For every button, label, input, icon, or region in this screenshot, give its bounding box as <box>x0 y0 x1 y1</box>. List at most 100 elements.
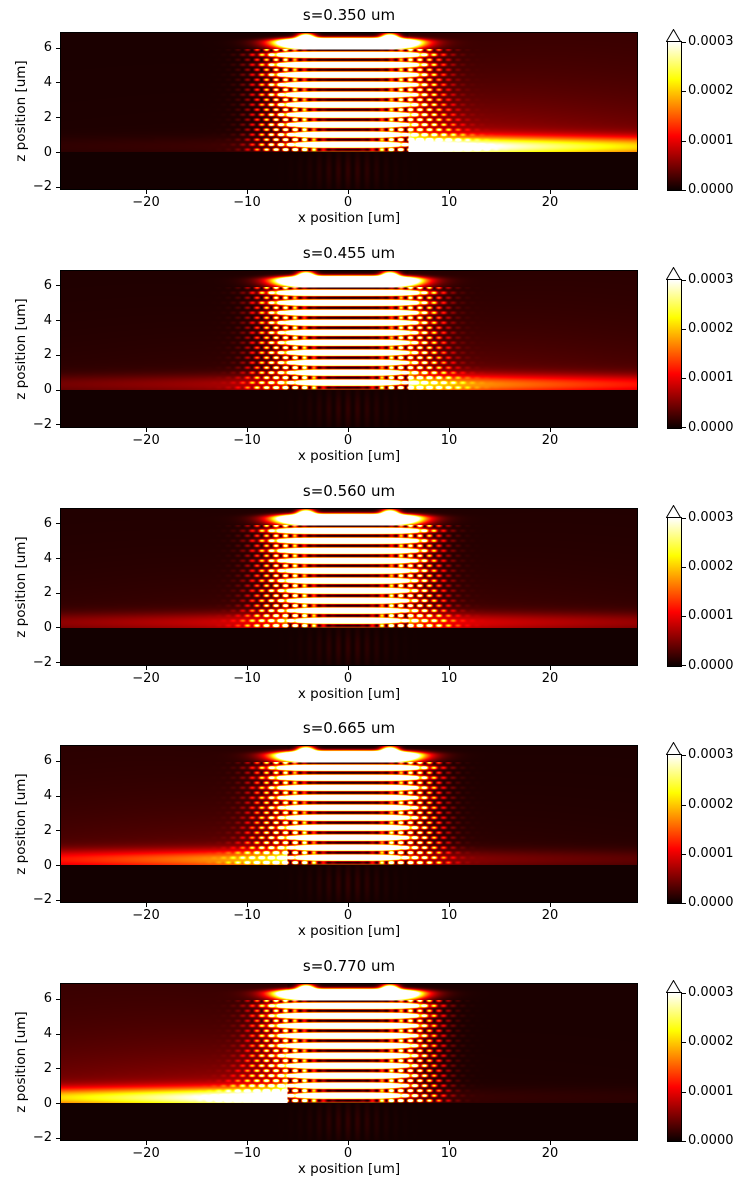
y-tick-label: 6 <box>43 40 52 55</box>
y-tick-label: 6 <box>43 991 52 1007</box>
subplot-panel: s=0.665 um z position [um] 6 4 2 0 −2 −2… <box>0 713 747 951</box>
plot-title: s=0.770 um <box>302 957 396 976</box>
colorbar-tick-label: 0.0000 <box>688 1133 734 1149</box>
y-tick-mark <box>56 151 60 153</box>
x-tick-mark <box>449 427 450 432</box>
colorbar-tick-mark <box>682 378 686 380</box>
x-tick-label: −20 <box>132 908 160 924</box>
x-tick-label: −20 <box>132 432 160 448</box>
colorbar-tick-mark <box>682 1042 686 1044</box>
y-tick-label: 4 <box>43 75 52 90</box>
colorbar-tick-mark <box>682 804 686 806</box>
x-tick-mark <box>449 665 450 670</box>
y-tick-mark <box>56 1137 60 1139</box>
x-axis-label: x position [um] <box>297 210 401 226</box>
x-tick-mark <box>550 427 551 432</box>
x-axis-label: x position [um] <box>297 447 401 464</box>
x-tick-label: 0 <box>343 670 353 686</box>
y-tick-mark <box>56 354 60 356</box>
x-tick-label: 0 <box>343 908 353 924</box>
y-tick-mark <box>56 1102 60 1104</box>
x-tick-mark <box>348 903 349 908</box>
colorbar-canvas <box>667 754 682 905</box>
y-tick-mark <box>56 1033 60 1035</box>
y-tick-label: 6 <box>43 515 52 531</box>
x-tick-mark <box>146 427 147 432</box>
y-tick-mark <box>56 865 60 867</box>
colorbar-tick-mark <box>682 279 686 281</box>
colorbar-tick-mark <box>682 665 686 667</box>
colorbar-tick-label: 0.0002 <box>688 321 734 337</box>
x-axis-label: x position [um] <box>297 1161 401 1178</box>
colorbar-tick-label: 0.0001 <box>688 132 734 148</box>
y-tick-label: 2 <box>43 585 52 601</box>
colorbar-tick-mark <box>682 91 686 93</box>
x-tick-label: −10 <box>233 1146 261 1162</box>
y-tick-label: 4 <box>43 788 52 804</box>
y-tick-label: −2 <box>32 179 52 194</box>
x-tick-label: −20 <box>132 670 160 686</box>
x-tick-label: 20 <box>541 195 559 210</box>
colorbar-tick-mark <box>682 902 686 904</box>
y-tick-mark <box>56 389 60 391</box>
colorbar-tick-label: 0.0002 <box>688 558 734 574</box>
x-tick-mark <box>550 665 551 670</box>
subplot-panel: s=0.350 um z position [um] 6 4 2 0 −2 −2… <box>0 0 747 238</box>
colorbar-tick-label: 0.0003 <box>688 271 734 287</box>
colorbar-tick-label: 0.0002 <box>688 1034 734 1050</box>
y-tick-label: 0 <box>43 620 52 636</box>
y-tick-mark <box>56 998 60 1000</box>
colorbar-tick-label: 0.0000 <box>688 182 734 197</box>
x-tick-mark <box>146 1141 147 1146</box>
x-tick-mark <box>449 1141 450 1146</box>
y-tick-label: 2 <box>43 347 52 363</box>
x-tick-label: 10 <box>440 195 458 210</box>
x-axis-label: x position [um] <box>297 685 401 702</box>
y-tick-label: 2 <box>43 109 52 125</box>
x-tick-mark <box>247 427 248 432</box>
x-tick-label: 0 <box>343 432 353 448</box>
x-tick-mark <box>247 903 248 908</box>
y-tick-label: 4 <box>43 1026 52 1042</box>
colorbar-tick-mark <box>682 616 686 618</box>
plot-title: s=0.455 um <box>302 243 396 262</box>
x-tick-label: −20 <box>132 1146 160 1162</box>
heatmap-canvas <box>60 269 638 428</box>
x-tick-mark <box>550 903 551 908</box>
x-tick-mark <box>146 665 147 670</box>
x-tick-label: 10 <box>440 908 458 924</box>
x-tick-mark <box>449 190 450 194</box>
x-tick-mark <box>146 190 147 194</box>
colorbar-tick-mark <box>682 140 686 142</box>
x-tick-label: −10 <box>233 908 261 924</box>
colorbar-tick-mark <box>682 853 686 855</box>
x-tick-mark <box>449 903 450 908</box>
y-tick-label: 6 <box>43 753 52 769</box>
colorbar-tick-mark <box>682 993 686 995</box>
x-tick-label: 10 <box>440 670 458 686</box>
y-tick-mark <box>56 592 60 594</box>
colorbar-tick-mark <box>682 189 686 191</box>
y-tick-mark <box>56 47 60 49</box>
colorbar-tick-label: 0.0001 <box>688 1083 734 1099</box>
x-tick-label: −20 <box>132 195 160 210</box>
y-tick-mark <box>56 627 60 629</box>
colorbar-canvas <box>667 516 682 667</box>
colorbar-tick-mark <box>682 427 686 429</box>
y-tick-mark <box>56 760 60 762</box>
x-tick-label: 20 <box>541 670 559 686</box>
colorbar-tick-label: 0.0000 <box>688 657 734 673</box>
y-tick-mark <box>56 557 60 559</box>
heatmap-canvas <box>60 32 638 190</box>
plot-title: s=0.560 um <box>302 481 396 500</box>
x-tick-mark <box>247 1141 248 1146</box>
colorbar-canvas <box>667 992 682 1143</box>
colorbar-tick-label: 0.0003 <box>688 985 734 1001</box>
x-tick-mark <box>348 190 349 194</box>
x-tick-label: −10 <box>233 195 261 210</box>
plot-title: s=0.350 um <box>302 6 396 24</box>
y-tick-mark <box>56 1068 60 1070</box>
colorbar-tick-label: 0.0000 <box>688 895 734 911</box>
y-tick-label: 0 <box>43 382 52 398</box>
